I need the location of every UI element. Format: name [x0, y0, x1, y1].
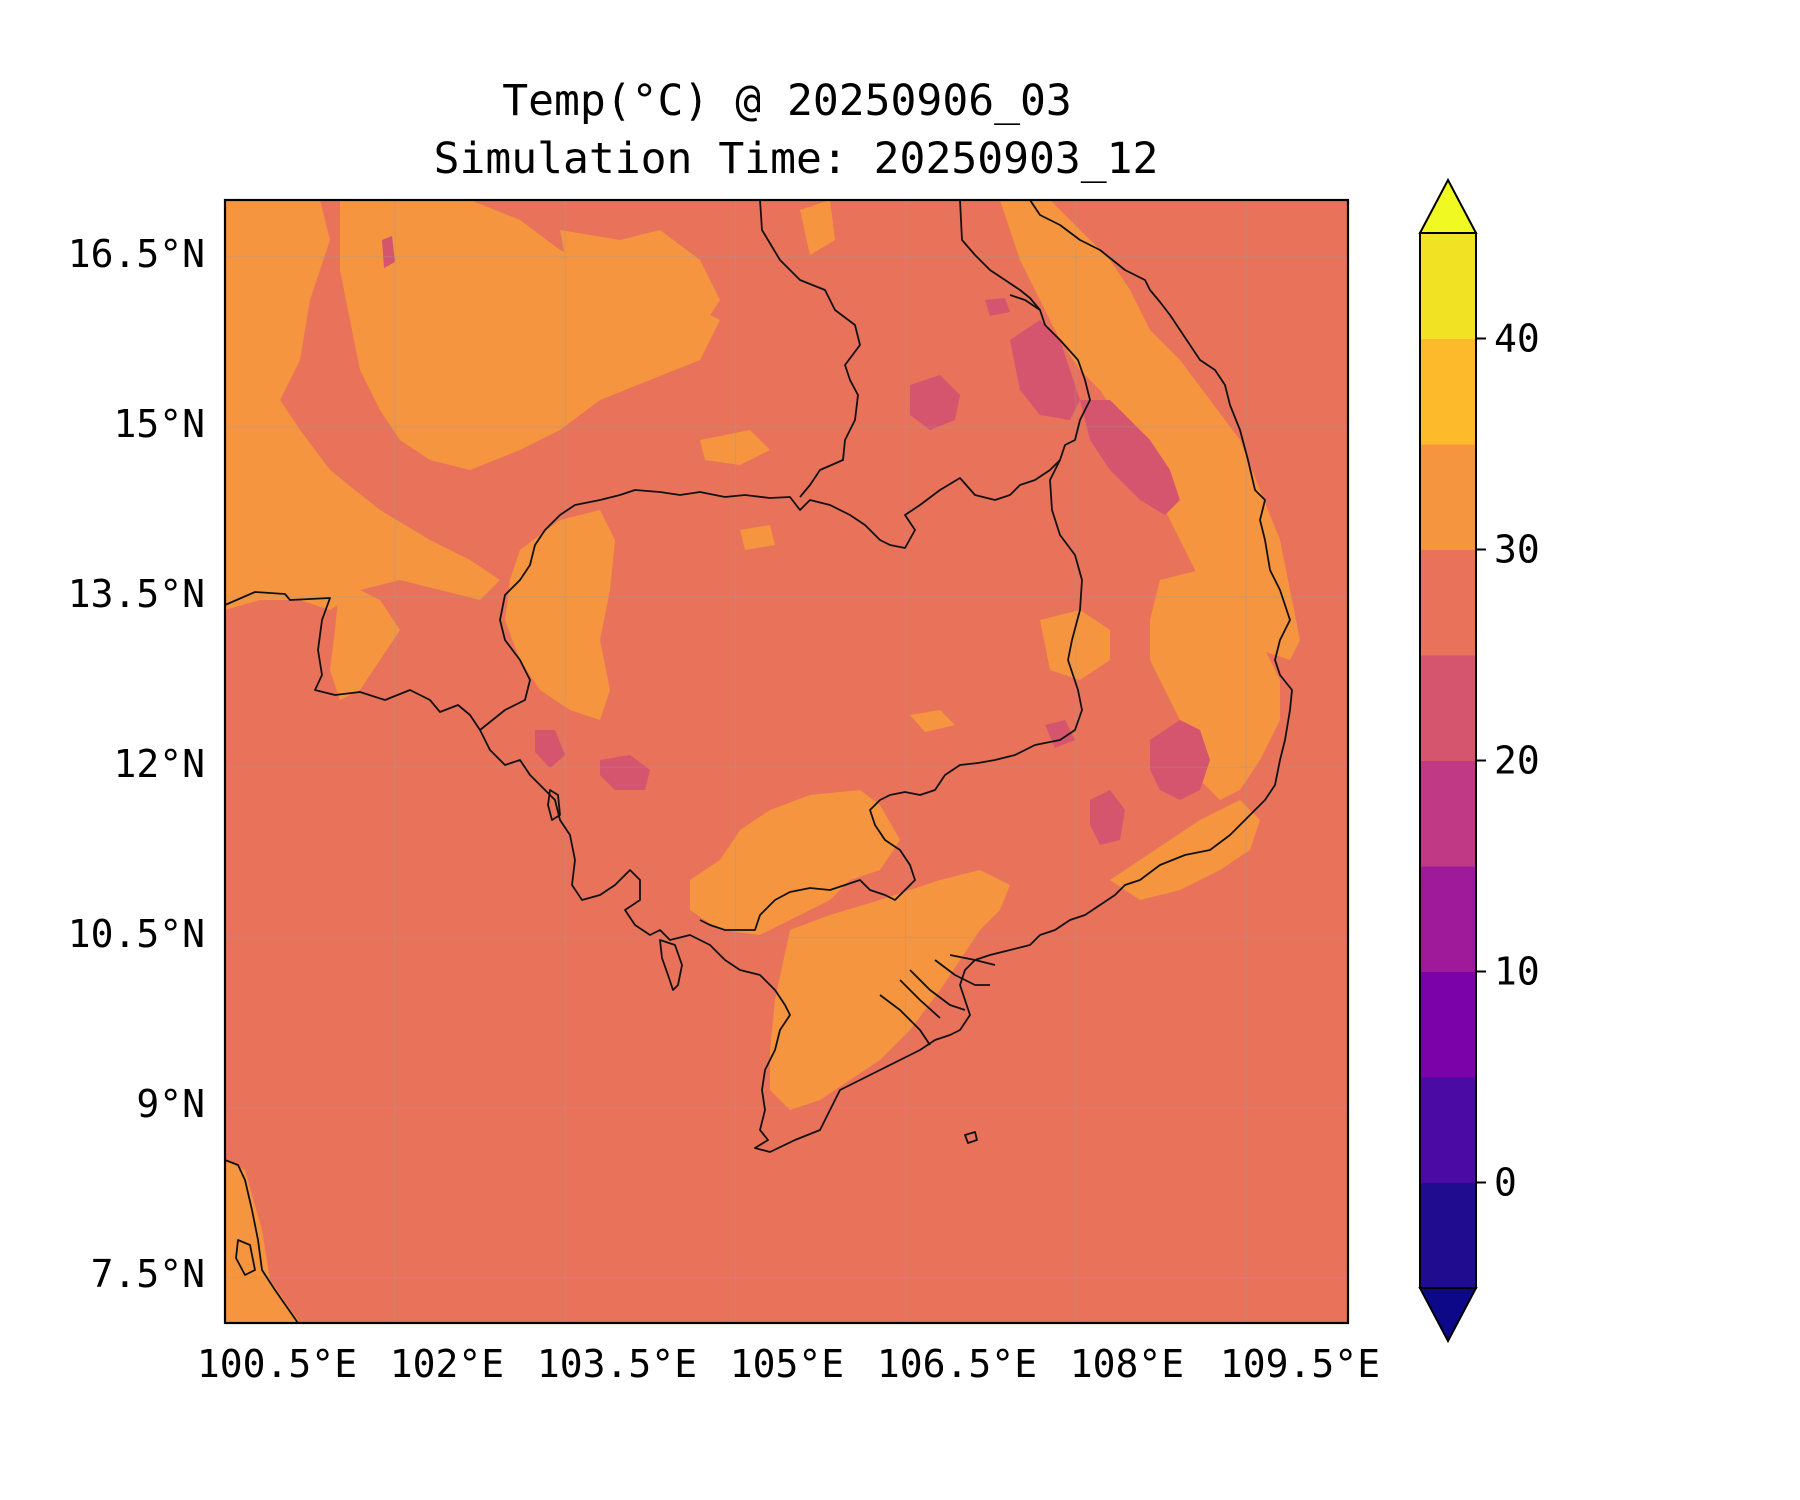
colorbar-segment — [1420, 1077, 1476, 1183]
contour-20-25-vn-north — [1080, 400, 1180, 515]
lat-tick-label: 10.5°N — [68, 912, 205, 956]
colorbar-segment — [1420, 549, 1476, 656]
lat-tick-label: 12°N — [113, 742, 205, 786]
contour-30-35-mekong-delta — [770, 870, 1010, 1110]
island-phu-quoc — [659, 939, 683, 991]
border-cambodia-vietnam — [699, 459, 1083, 931]
colorbar-segment — [1420, 1182, 1476, 1289]
colorbar-segment — [1420, 760, 1476, 867]
lon-tick-label: 102°E — [390, 1342, 504, 1386]
contour-20-25-cambodia-sw — [600, 755, 650, 790]
delta-channel-5 — [899, 979, 941, 1019]
colorbar-segment — [1420, 444, 1476, 550]
island-con-dao — [964, 1131, 978, 1144]
lat-tick-label: 9°N — [136, 1082, 205, 1126]
colorbar-tick-label: 20 — [1494, 739, 1540, 783]
colorbar: 0 10 20 30 40 — [1418, 177, 1540, 1344]
contour-30-35-upper-west — [340, 200, 720, 470]
colorbar-segment — [1420, 338, 1476, 445]
contour-20-25-small-b — [382, 236, 395, 268]
contour-20-25-cambodia-west — [535, 730, 565, 768]
contour-30-35-west-thailand — [225, 200, 500, 610]
delta-channel-2 — [909, 969, 966, 1011]
colorbar-tick-label: 40 — [1494, 317, 1540, 361]
coast-west-peninsula — [225, 1159, 299, 1323]
contour-30-35-small-b — [740, 525, 775, 550]
delta-channel-1 — [879, 994, 931, 1046]
lat-tick-label: 7.5°N — [91, 1252, 205, 1296]
colorbar-segment — [1420, 866, 1476, 972]
colorbar-segment — [1420, 233, 1476, 339]
lat-tick-label: 13.5°N — [68, 572, 205, 616]
border-cambodia-laos — [479, 294, 1091, 731]
contour-20-25-laos — [1010, 320, 1080, 420]
lon-tick-label: 106.5°E — [877, 1342, 1037, 1386]
colorbar-segments — [1420, 233, 1476, 1289]
contour-30-35-south-cambodia — [690, 790, 900, 935]
lon-tick-label: 109.5°E — [1220, 1342, 1380, 1386]
contour-30-35-thai-coast — [330, 580, 400, 700]
contour-30-35-western-cambodia — [505, 510, 615, 720]
coastlines-borders — [225, 200, 1293, 1323]
contour-30-35-small-d — [800, 200, 835, 255]
contour-30-35-isaan — [560, 230, 720, 340]
colorbar-tick-label: 10 — [1494, 950, 1540, 994]
contour-30-35-small-c — [910, 710, 955, 732]
coast-gulf-of-thailand — [479, 200, 1293, 1153]
map-frame — [223, 198, 1350, 1325]
lat-tick-labels: 16.5°N 15°N 13.5°N 12°N 10.5°N 9°N 7.5°N — [68, 232, 205, 1296]
lon-tick-labels: 100.5°E 102°E 103.5°E 105°E 106.5°E 108°… — [197, 1342, 1380, 1386]
contour-20-25-small-a — [985, 298, 1010, 316]
delta-channel-4 — [949, 954, 996, 966]
colorbar-segment — [1420, 971, 1476, 1078]
contour-30-35-peninsula — [225, 1160, 300, 1323]
map-gridlines — [225, 200, 1348, 1323]
contour-20-25-laos-south — [910, 375, 960, 430]
map-title-line2: Simulation Time: 20250903_12 — [434, 134, 1159, 184]
lon-tick-label: 103.5°E — [537, 1342, 697, 1386]
colorbar-extend-max — [1418, 177, 1478, 234]
delta-channel-3 — [934, 959, 990, 986]
lat-tick-label: 16.5°N — [68, 232, 205, 276]
colorbar-tick-label: 30 — [1494, 528, 1540, 572]
contour-30-35-highlands — [1150, 570, 1280, 800]
contour-20-25-highlands-west — [1090, 790, 1125, 845]
lon-tick-label: 100.5°E — [197, 1342, 357, 1386]
border-laos-thailand — [759, 200, 861, 498]
lat-tick-label: 15°N — [113, 402, 205, 446]
border-thailand-cambodia — [225, 591, 481, 731]
island-peninsula — [235, 1239, 256, 1276]
contour-30-35-east-cambodia — [1040, 610, 1110, 680]
border-laos-vietnam — [959, 200, 1041, 311]
contour-30-35-central-vietnam — [1000, 200, 1300, 660]
colorbar-tick-label: 0 — [1494, 1161, 1517, 1205]
colorbar-segment — [1420, 655, 1476, 761]
map-title-line1: Temp(°C) @ 20250906_03 — [502, 76, 1072, 126]
map-panel — [223, 198, 1350, 1325]
lon-tick-label: 108°E — [1070, 1342, 1184, 1386]
contour-20-25-highlands — [1150, 720, 1210, 800]
colorbar-ticks: 0 10 20 30 40 — [1476, 317, 1540, 1205]
lon-tick-label: 105°E — [730, 1342, 844, 1386]
colorbar-extend-min — [1418, 1287, 1478, 1344]
contour-30-35-small-a — [700, 430, 770, 465]
island-koh-kong — [547, 789, 561, 821]
